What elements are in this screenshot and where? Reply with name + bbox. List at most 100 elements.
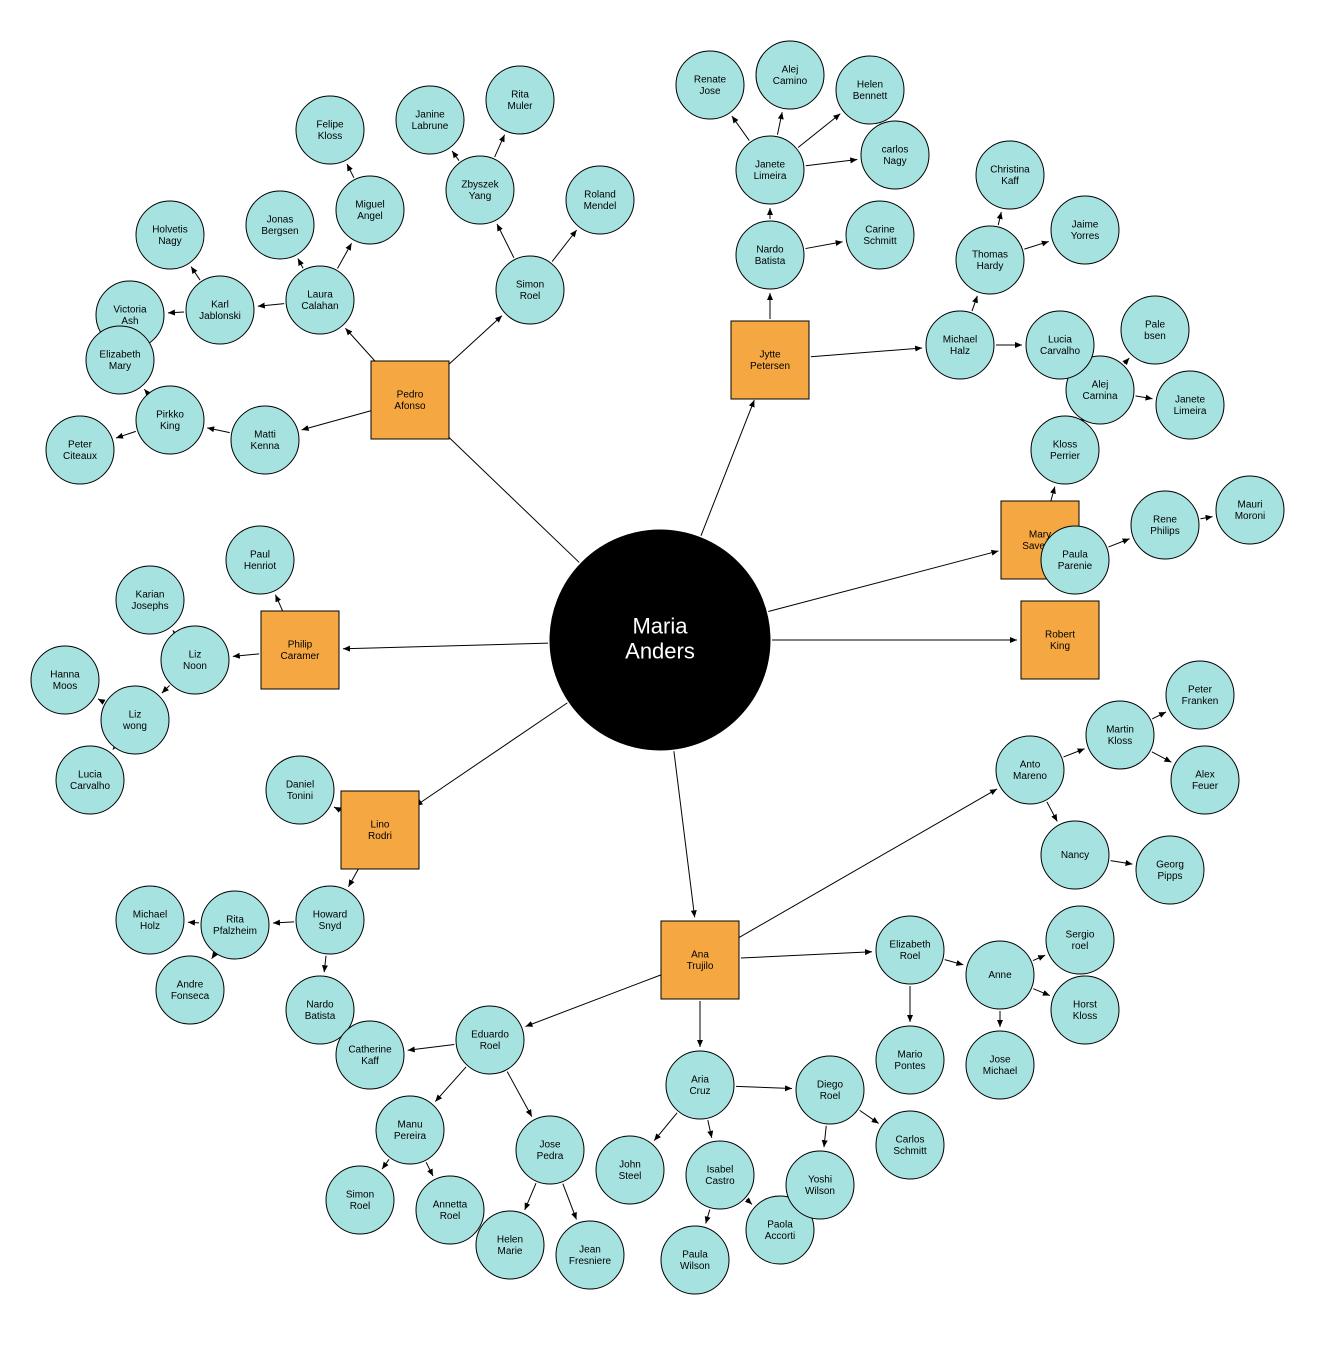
node-john: JohnSteel xyxy=(596,1136,664,1204)
edge xyxy=(736,789,998,940)
node-pedro: PedroAfonso xyxy=(371,361,449,439)
edge xyxy=(1136,396,1153,399)
edge xyxy=(526,975,662,1027)
edge xyxy=(426,1162,433,1176)
node-label: SimonRoel xyxy=(516,279,544,302)
node-label: JonasBergsen xyxy=(261,214,298,237)
node-label: PaulaParenie xyxy=(1058,549,1093,572)
edge xyxy=(1033,955,1045,960)
edge xyxy=(1152,712,1166,719)
node-holvetis: HolvetisNagy xyxy=(136,201,204,269)
edge xyxy=(382,1159,389,1169)
node-label: Nancy xyxy=(1061,850,1089,861)
edge xyxy=(116,431,136,438)
node-janine: JanineLabrune xyxy=(396,86,464,154)
node-matti: MattiKenna xyxy=(231,406,299,474)
node-label: YoshiWilson xyxy=(805,1174,835,1197)
node-label: JaneteLimeira xyxy=(754,159,787,182)
node-michaelh: MichaelHolz xyxy=(116,886,184,954)
edge xyxy=(525,1183,536,1210)
node-rene: RenePhilips xyxy=(1131,491,1199,559)
edge xyxy=(805,242,842,249)
edge xyxy=(1124,358,1129,363)
edge xyxy=(552,230,577,262)
node-label: RenePhilips xyxy=(1150,514,1179,537)
edge xyxy=(258,304,284,307)
edge xyxy=(1047,802,1057,822)
node-rita: RitaMuler xyxy=(486,66,554,134)
node-jean: JeanFresniere xyxy=(556,1221,624,1289)
edge xyxy=(113,749,114,750)
node-janete: JaneteLimeira xyxy=(736,136,804,204)
node-label: HelenBennett xyxy=(853,79,888,102)
node-label: JaneteLimeira xyxy=(1174,394,1207,417)
node-lucia: LuciaCarvalho xyxy=(56,746,124,814)
node-alexf: AlexFeuer xyxy=(1171,746,1239,814)
node-martin: MartinKloss xyxy=(1086,701,1154,769)
edge xyxy=(747,1199,752,1204)
node-christina: ChristinaKaff xyxy=(976,141,1044,209)
node-pirkko: PirkkoKing xyxy=(136,386,204,454)
node-label: HorstKloss xyxy=(1073,999,1097,1022)
node-label: JanineLabrune xyxy=(412,109,449,132)
node-jytte: JyttePetersen xyxy=(731,321,809,399)
edge xyxy=(1064,749,1085,757)
edge xyxy=(162,685,170,693)
node-label: JohnSteel xyxy=(619,1159,642,1182)
edge xyxy=(337,243,351,268)
node-zbyszek: ZbyszekYang xyxy=(446,156,514,224)
edge xyxy=(416,703,568,806)
node-label: JosePedra xyxy=(537,1139,564,1162)
edge xyxy=(1111,861,1133,864)
node-label: MartinKloss xyxy=(1106,724,1134,747)
node-yoshi: YoshiWilson xyxy=(786,1151,854,1219)
node-label: DanielTonini xyxy=(286,779,314,802)
edge xyxy=(207,428,230,433)
node-alej: AlejCamino xyxy=(756,41,824,109)
node-georg: GeorgPipps xyxy=(1136,836,1204,904)
edge xyxy=(706,1210,710,1224)
node-label: MariaAnders xyxy=(625,613,695,663)
node-peterf: PeterFranken xyxy=(1166,661,1234,729)
node-mario: MarioPontes xyxy=(876,1026,944,1094)
node-label: GeorgPipps xyxy=(1156,859,1184,882)
node-nardo: NardoBatista xyxy=(736,221,804,289)
node-helen: HelenMarie xyxy=(476,1211,544,1279)
node-karian: KarianJosephs xyxy=(116,566,184,634)
node-label: HannaMoos xyxy=(50,669,80,692)
edge xyxy=(701,400,754,536)
edge xyxy=(1033,989,1050,996)
node-label: MarioPontes xyxy=(894,1049,925,1072)
edge xyxy=(302,411,371,430)
edge xyxy=(343,643,548,649)
node-carlos: CarlosSchmitt xyxy=(876,1111,944,1179)
node-daniel: DanielTonini xyxy=(266,756,334,824)
node-miguel: MiguelAngel xyxy=(336,176,404,244)
edge xyxy=(408,1044,455,1050)
node-carlosn: carlosNagy xyxy=(861,121,929,189)
node-isabel: IsabelCastro xyxy=(686,1141,754,1209)
node-simon2: SimonRoel xyxy=(326,1166,394,1234)
node-eduardo: EduardoRoel xyxy=(456,1006,524,1074)
edge xyxy=(98,699,104,702)
node-lizw: Lizwong xyxy=(101,686,169,754)
node-manu: ManuPereira xyxy=(376,1096,444,1164)
edge xyxy=(275,595,283,613)
node-paula: PaulaParenie xyxy=(1041,526,1109,594)
edge xyxy=(452,151,459,161)
edge xyxy=(798,114,840,148)
edge xyxy=(563,1184,577,1220)
node-mauri: MauriMoroni xyxy=(1216,476,1284,544)
edge xyxy=(1152,752,1172,762)
node-label: ManuPereira xyxy=(394,1119,427,1142)
node-label: LinoRodri xyxy=(368,819,392,842)
edge xyxy=(507,1072,532,1117)
node-label: MattiKenna xyxy=(251,429,280,452)
node-label: AriaCruz xyxy=(689,1074,710,1097)
node-josep: JosePedra xyxy=(516,1116,584,1184)
edge xyxy=(347,164,354,178)
edge xyxy=(191,267,200,280)
edge xyxy=(945,960,964,965)
node-janete2: JaneteLimeira xyxy=(1156,371,1224,439)
node-label: ThomasHardy xyxy=(972,249,1008,272)
